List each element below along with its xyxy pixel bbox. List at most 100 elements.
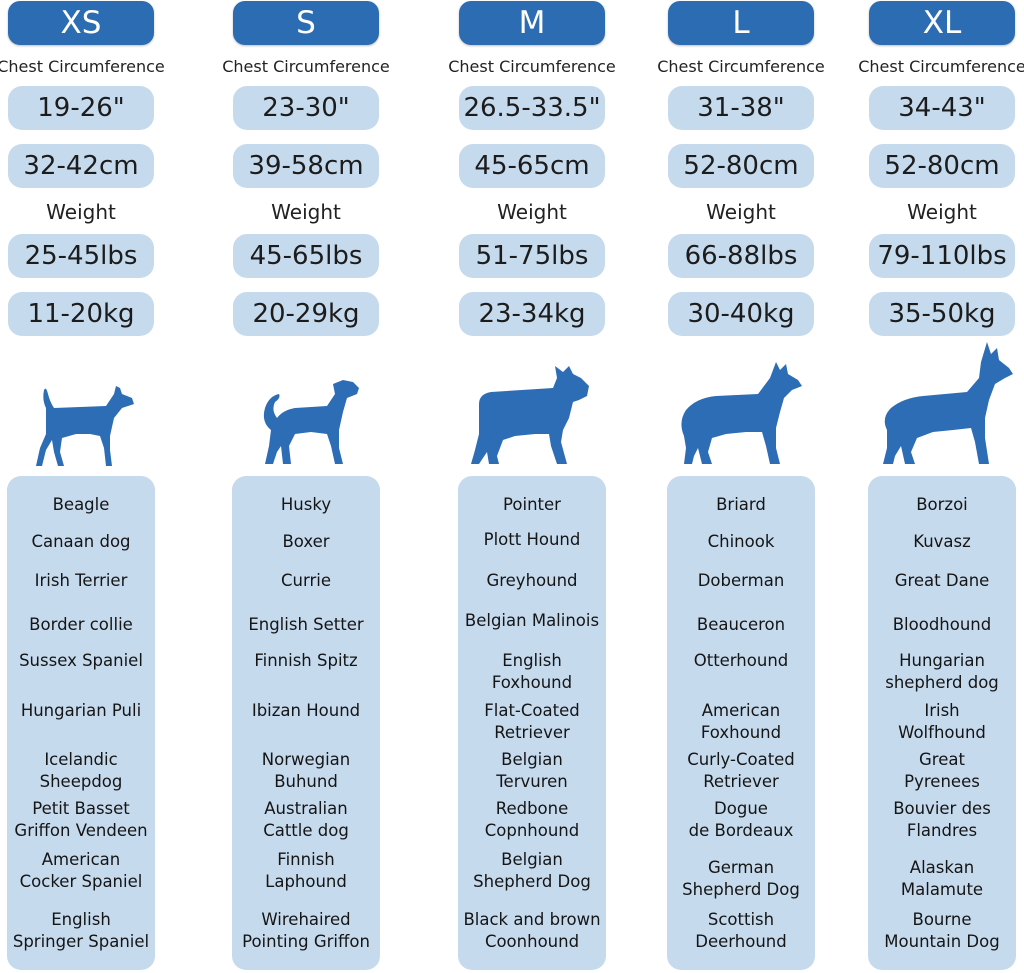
breed-list: Briard Chinook Doberman Beauceron Otterh… bbox=[667, 476, 815, 970]
chest-inches: 26.5-33.5" bbox=[459, 86, 605, 130]
chest-cm: 45-65cm bbox=[459, 144, 605, 188]
breed-item: Bourne Mountain Dog bbox=[884, 910, 1000, 951]
weight-label: Weight bbox=[706, 200, 776, 224]
breed-item: English Foxhound bbox=[491, 651, 573, 692]
chest-label: Chest Circumference bbox=[448, 57, 616, 76]
weight-label: Weight bbox=[907, 200, 977, 224]
terrier-silhouette-icon bbox=[231, 338, 381, 470]
breed-item: Boxer bbox=[282, 532, 330, 551]
breed-item: Chinook bbox=[707, 532, 775, 551]
chest-inches: 19-26" bbox=[8, 86, 154, 130]
breed-item: Redbone Copnhound bbox=[484, 799, 580, 840]
chest-cm: 52-80cm bbox=[668, 144, 814, 188]
breed-item: Alaskan Malamute bbox=[900, 858, 984, 899]
breed-item: Belgian Shepherd Dog bbox=[473, 850, 591, 891]
size-column-xl: XL Chest Circumference 34-43" 52-80cm We… bbox=[858, 0, 1024, 973]
breed-item: Hungarian shepherd dog bbox=[885, 651, 999, 692]
breed-item: Great Dane bbox=[894, 571, 990, 590]
breed-list: Beagle Canaan dog Irish Terrier Border c… bbox=[7, 476, 155, 970]
weight-lbs: 25-45lbs bbox=[8, 234, 154, 278]
size-column-s: S Chest Circumference 23-30" 39-58cm Wei… bbox=[222, 0, 390, 973]
weight-label: Weight bbox=[497, 200, 567, 224]
breed-item: Icelandic Sheepdog bbox=[39, 750, 123, 791]
breed-item: Doberman bbox=[697, 571, 785, 590]
breed-item: Finnish Spitz bbox=[254, 651, 358, 670]
breed-item: American Foxhound bbox=[700, 701, 782, 742]
breed-item: Irish Wolfhound bbox=[898, 701, 986, 742]
miniature-pinscher-silhouette-icon bbox=[6, 338, 156, 470]
chest-label: Chest Circumference bbox=[0, 57, 165, 76]
breed-item: English Setter bbox=[248, 615, 364, 634]
breed-item: Hungarian Puli bbox=[20, 701, 142, 720]
size-column-m: M Chest Circumference 26.5-33.5" 45-65cm… bbox=[448, 0, 616, 973]
breed-item: Sussex Spaniel bbox=[19, 651, 143, 670]
size-column-xs: XS Chest Circumference 19-26" 32-42cm We… bbox=[0, 0, 165, 973]
breed-item: Briard bbox=[716, 495, 766, 514]
breed-item: Husky bbox=[280, 495, 332, 514]
chest-cm: 39-58cm bbox=[233, 144, 379, 188]
breed-item: Greyhound bbox=[486, 571, 578, 590]
breed-item: Beagle bbox=[52, 495, 110, 514]
size-badge: XL bbox=[869, 1, 1015, 45]
size-column-l: L Chest Circumference 31-38" 52-80cm Wei… bbox=[657, 0, 825, 973]
size-badge: S bbox=[233, 1, 379, 45]
breed-item: Australian Cattle dog bbox=[263, 799, 349, 840]
chest-cm: 52-80cm bbox=[869, 144, 1015, 188]
chest-label: Chest Circumference bbox=[222, 57, 390, 76]
breed-item: Petit Basset Griffon Vendeen bbox=[14, 799, 148, 840]
breed-item: Border collie bbox=[29, 615, 133, 634]
chest-inches: 23-30" bbox=[233, 86, 379, 130]
chest-inches: 34-43" bbox=[869, 86, 1015, 130]
weight-lbs: 66-88lbs bbox=[668, 234, 814, 278]
breed-item: Bouvier des Flandres bbox=[893, 799, 991, 840]
breed-list: Husky Boxer Currie English Setter Finnis… bbox=[232, 476, 380, 970]
breed-item: American Cocker Spaniel bbox=[19, 850, 143, 891]
breed-item: Scottish Deerhound bbox=[695, 910, 787, 951]
weight-kg: 30-40kg bbox=[668, 292, 814, 336]
breed-item: German Shepherd Dog bbox=[682, 858, 800, 899]
breed-item: Bloodhound bbox=[892, 615, 992, 634]
breed-list: Borzoi Kuvasz Great Dane Bloodhound Hung… bbox=[868, 476, 1016, 970]
breed-item: Norwegian Buhund bbox=[261, 750, 351, 791]
breed-item: Kuvasz bbox=[913, 532, 971, 551]
breed-item: Finnish Laphound bbox=[265, 850, 347, 891]
breed-item: Irish Terrier bbox=[34, 571, 128, 590]
breed-item: Canaan dog bbox=[31, 532, 131, 551]
breed-list: Pointer Plott Hound Greyhound Belgian Ma… bbox=[458, 476, 606, 970]
weight-kg: 20-29kg bbox=[233, 292, 379, 336]
size-badge: XS bbox=[8, 1, 154, 45]
breed-item: Ibizan Hound bbox=[251, 701, 361, 720]
weight-label: Weight bbox=[46, 200, 116, 224]
weight-lbs: 51-75lbs bbox=[459, 234, 605, 278]
breed-item: Wirehaired Pointing Griffon bbox=[242, 910, 370, 951]
breed-item: Dogue de Bordeaux bbox=[688, 799, 794, 840]
weight-label: Weight bbox=[271, 200, 341, 224]
breed-item: Great Pyrenees bbox=[904, 750, 980, 791]
breed-item: Borzoi bbox=[916, 495, 968, 514]
chest-inches: 31-38" bbox=[668, 86, 814, 130]
weight-kg: 35-50kg bbox=[869, 292, 1015, 336]
breed-item: Curly-Coated Retriever bbox=[687, 750, 795, 791]
husky-silhouette-icon bbox=[666, 338, 816, 470]
breed-item: Belgian Tervuren bbox=[496, 750, 568, 791]
breed-item: Otterhound bbox=[693, 651, 789, 670]
size-badge: M bbox=[459, 1, 605, 45]
breed-item: Currie bbox=[281, 571, 331, 590]
breed-item: Plott Hound bbox=[483, 530, 581, 549]
breed-item: Beauceron bbox=[696, 615, 786, 634]
breed-item: English Springer Spaniel bbox=[12, 910, 150, 951]
great-dane-silhouette-icon bbox=[867, 338, 1017, 470]
weight-lbs: 79-110lbs bbox=[869, 234, 1015, 278]
size-badge: L bbox=[668, 1, 814, 45]
weight-kg: 11-20kg bbox=[8, 292, 154, 336]
weight-kg: 23-34kg bbox=[459, 292, 605, 336]
weight-lbs: 45-65lbs bbox=[233, 234, 379, 278]
bulldog-silhouette-icon bbox=[457, 338, 607, 470]
breed-item: Flat-Coated Retriever bbox=[484, 701, 580, 742]
breed-item: Pointer bbox=[503, 495, 561, 514]
chest-label: Chest Circumference bbox=[858, 57, 1024, 76]
chest-cm: 32-42cm bbox=[8, 144, 154, 188]
breed-item: Belgian Malinois bbox=[464, 611, 600, 630]
breed-item: Black and brown Coonhound bbox=[463, 910, 601, 951]
chest-label: Chest Circumference bbox=[657, 57, 825, 76]
